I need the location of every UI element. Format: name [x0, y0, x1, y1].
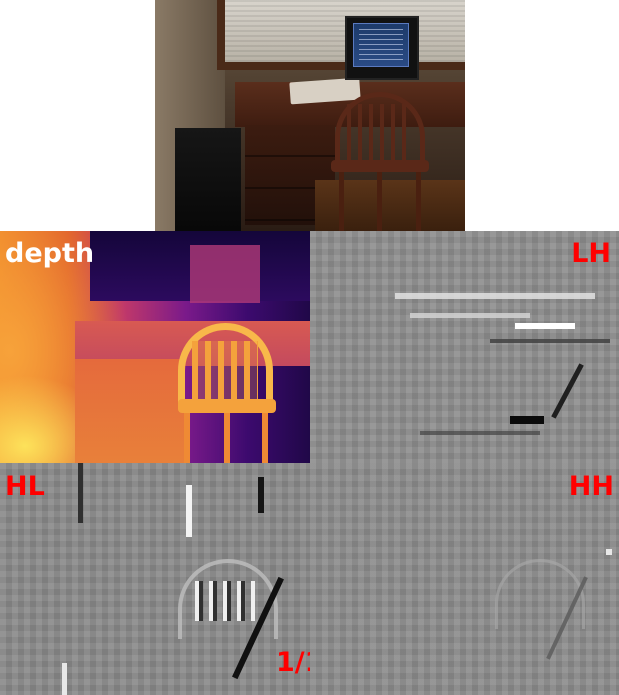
hh-subband-panel: HH — [310, 463, 619, 695]
chair-spindles — [347, 104, 413, 162]
chair — [331, 92, 429, 231]
lh-edge-top — [395, 293, 595, 299]
lh-edge-diagonal — [551, 363, 584, 419]
hl-label: HL — [5, 471, 45, 502]
hl-edge-black — [258, 477, 264, 513]
hl-subband-panel: HL 1/16 — [0, 463, 310, 695]
chair-back — [335, 92, 425, 162]
depth-chair-legs — [184, 413, 268, 463]
hl-edge-left — [78, 463, 83, 523]
scale-label: 1/16 — [276, 647, 310, 678]
hh-label: HH — [568, 471, 614, 502]
lh-label: LH — [571, 238, 611, 269]
lh-edge-floor — [420, 431, 540, 435]
monitor — [345, 16, 419, 80]
hl-chair-arc — [178, 559, 278, 639]
depth-chair-back — [178, 323, 273, 403]
monitor-screen — [353, 23, 409, 67]
chair-legs — [339, 172, 421, 231]
hh-dot — [606, 549, 612, 555]
depth-desk-front — [75, 359, 185, 463]
depth-map-panel: depth — [0, 231, 310, 463]
hh-chair-arc — [495, 559, 585, 629]
rgb-photo — [155, 0, 465, 231]
hl-edge-white — [186, 485, 192, 537]
hl-edge-low — [62, 663, 67, 695]
lh-edge-dark — [510, 416, 544, 424]
depth-chair-seat — [178, 399, 276, 413]
lh-edge-mid — [410, 313, 530, 318]
lh-subband-panel: LH — [310, 231, 619, 463]
depth-label: depth — [5, 238, 95, 269]
hl-chair-spindles — [195, 581, 255, 621]
lh-edge-bright — [515, 323, 575, 329]
depth-chair-spindles — [192, 341, 258, 401]
window-blinds — [217, 0, 465, 70]
chair-seat — [331, 160, 429, 172]
lh-edge-chair — [490, 339, 610, 343]
depth-monitor — [190, 245, 260, 303]
cabinet — [175, 128, 241, 231]
